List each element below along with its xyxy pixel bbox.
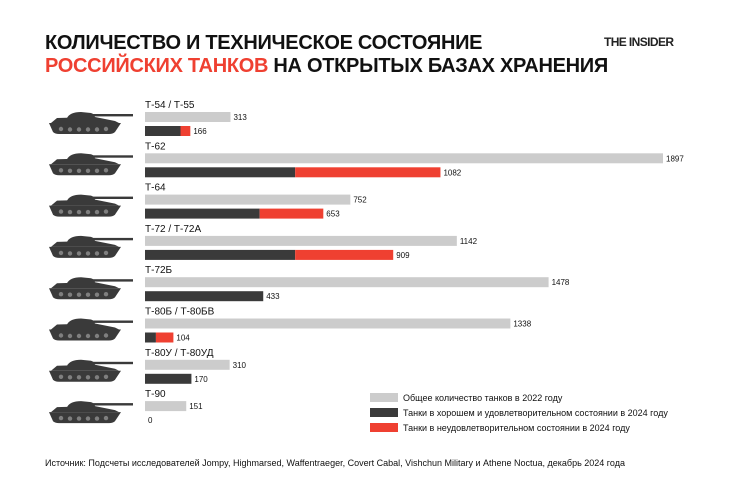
bar-good bbox=[145, 249, 296, 260]
legend-label: Общее количество танков в 2022 году bbox=[403, 393, 563, 403]
bar-total bbox=[145, 235, 457, 246]
legend-swatch bbox=[370, 423, 398, 432]
legend-swatch bbox=[370, 393, 398, 402]
chart-title: КОЛИЧЕСТВО И ТЕХНИЧЕСКОЕ СОСТОЯНИЕ РОССИ… bbox=[45, 32, 608, 78]
category-label: Т-62 bbox=[145, 141, 166, 152]
bar-total bbox=[145, 318, 511, 329]
bar-good bbox=[145, 373, 192, 384]
tank-icon bbox=[49, 112, 133, 134]
bar-good bbox=[145, 332, 156, 343]
tank-icon bbox=[49, 153, 133, 176]
tank-icon bbox=[49, 235, 133, 258]
bar-bad bbox=[180, 126, 191, 136]
value-label-2024: 104 bbox=[176, 334, 190, 343]
value-label-total: 1142 bbox=[460, 237, 478, 246]
bar-good bbox=[145, 126, 181, 136]
tank-icon bbox=[49, 277, 133, 300]
legend-label: Танки в неудовлетворительном состоянии в… bbox=[403, 423, 630, 433]
value-label-total: 1338 bbox=[513, 320, 531, 329]
value-label-total: 310 bbox=[233, 361, 247, 370]
category-label: Т-80Б / Т-80БВ bbox=[145, 307, 215, 318]
title-line-1: КОЛИЧЕСТВО И ТЕХНИЧЕСКОЕ СОСТОЯНИЕ bbox=[45, 32, 483, 54]
source-note: Источник: Подсчеты исследователей Jompy,… bbox=[45, 458, 625, 468]
category-label: Т-80У / Т-80УД bbox=[145, 348, 214, 359]
value-label-2024: 433 bbox=[266, 292, 280, 301]
value-label-total: 313 bbox=[233, 113, 247, 122]
title-accent: РОССИЙСКИХ ТАНКОВ bbox=[45, 55, 269, 77]
value-label-2024: 0 bbox=[148, 416, 153, 425]
value-label-2024: 170 bbox=[194, 375, 208, 384]
bar-bad bbox=[295, 167, 441, 178]
tank-icon bbox=[49, 194, 133, 217]
bar-good bbox=[145, 167, 296, 178]
bar-good bbox=[145, 291, 264, 302]
legend-label: Танки в хорошем и удовлетворительном сос… bbox=[403, 408, 668, 418]
legend-swatch bbox=[370, 408, 398, 417]
title-rest: НА ОТКРЫТЫХ БАЗАХ ХРАНЕНИЯ bbox=[268, 55, 608, 77]
bar-total bbox=[145, 277, 549, 288]
value-label-total: 1478 bbox=[552, 278, 570, 287]
bar-total bbox=[145, 153, 663, 164]
bar-good bbox=[145, 208, 260, 219]
value-label-2024: 166 bbox=[193, 127, 207, 136]
bar-bad bbox=[155, 332, 174, 343]
bar-bad bbox=[259, 208, 324, 219]
category-label: Т-64 bbox=[145, 183, 166, 194]
value-label-total: 752 bbox=[353, 196, 367, 205]
bar-total bbox=[145, 194, 351, 205]
tank-icon bbox=[49, 359, 133, 382]
value-label-2024: 653 bbox=[326, 210, 340, 219]
tank-icon bbox=[49, 318, 133, 341]
value-label-total: 151 bbox=[189, 402, 203, 411]
brand-logo: THE INSIDER bbox=[604, 35, 674, 49]
value-label-2024: 1082 bbox=[443, 168, 461, 177]
value-label-total: 1897 bbox=[666, 154, 684, 163]
bar-total bbox=[145, 112, 231, 122]
value-label-2024: 909 bbox=[396, 251, 410, 260]
category-label: Т-90 bbox=[145, 389, 166, 400]
bar-total bbox=[145, 359, 230, 370]
bar-total bbox=[145, 401, 187, 412]
category-label: Т-72 / Т-72А bbox=[145, 224, 201, 235]
bar-bad bbox=[295, 249, 394, 260]
tank-icon bbox=[49, 401, 133, 424]
category-label: Т-54 / Т-55 bbox=[145, 100, 195, 111]
category-label: Т-72Б bbox=[145, 265, 173, 276]
title-line-2: РОССИЙСКИХ ТАНКОВ НА ОТКРЫТЫХ БАЗАХ ХРАН… bbox=[45, 55, 608, 78]
